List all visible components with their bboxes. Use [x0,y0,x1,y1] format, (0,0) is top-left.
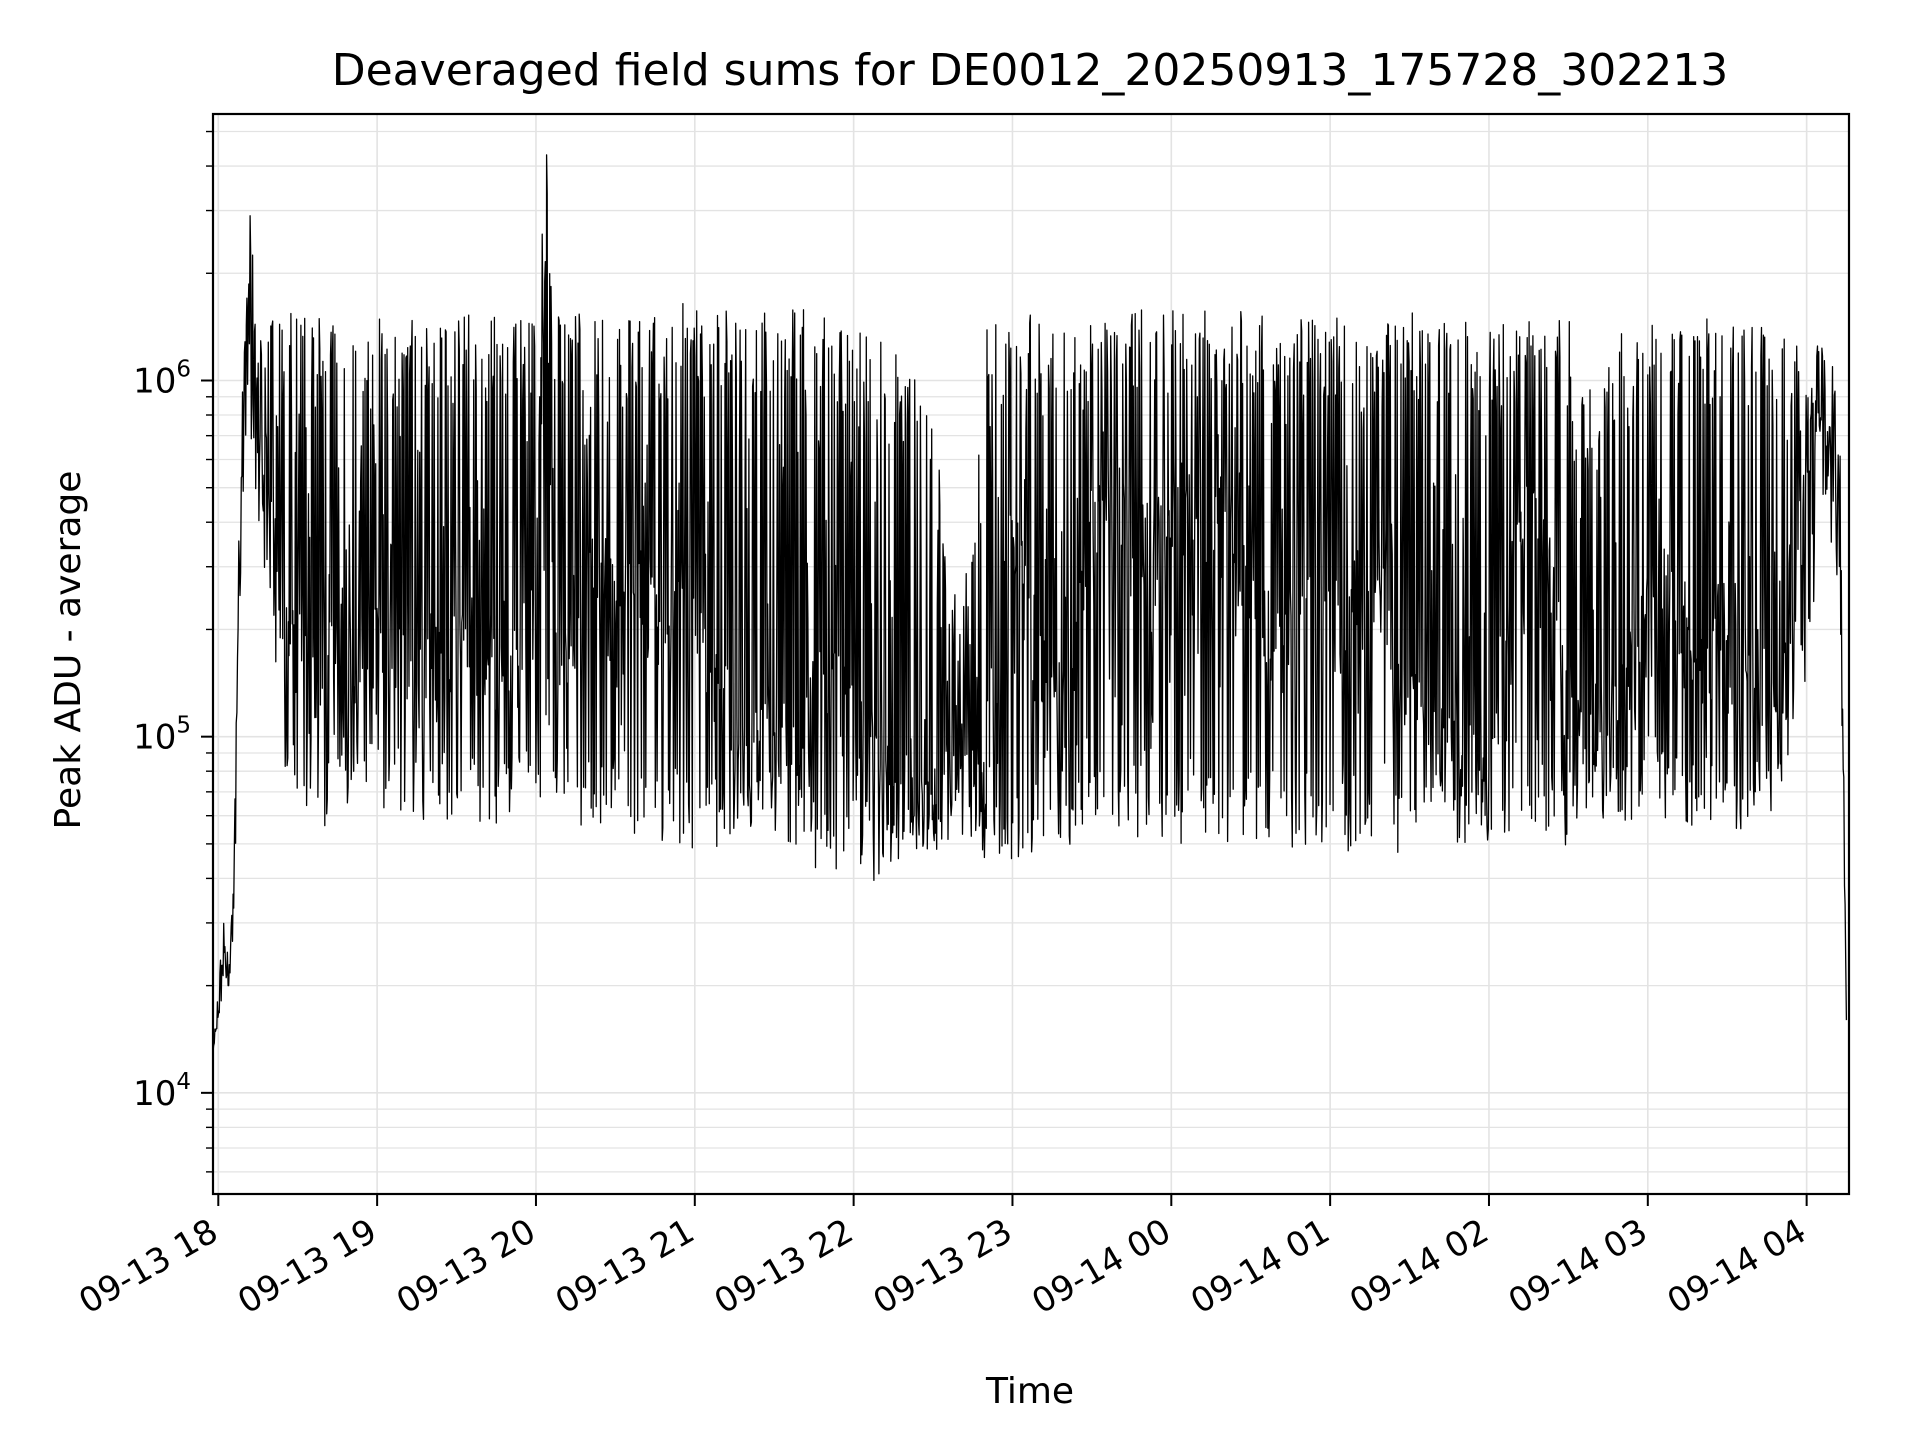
x-tick-label: 09-13 22 [708,1211,860,1322]
x-tick-label: 09-14 02 [1343,1211,1495,1322]
y-tick-label: 105 [133,713,191,758]
plot-frame [211,112,1851,1196]
y-tick-label: 106 [133,356,191,401]
x-tick-label: 09-13 18 [72,1211,224,1322]
x-tick-label: 09-14 00 [1025,1211,1177,1322]
y-axis-label: Peak ADU - average [48,471,89,830]
x-axis-ticks: 09-13 18 09-13 19 09-13 20 09-13 21 09-13 22… [72,1194,1813,1322]
x-tick-label: 09-14 04 [1661,1211,1813,1322]
x-tick-label: 09-13 19 [231,1211,383,1322]
x-tick-label: 09-13 23 [867,1211,1019,1322]
x-tick-label: 09-13 21 [549,1211,701,1322]
plot-border [211,112,1851,1196]
y-axis-ticks: 104 105 106 [133,130,213,1173]
x-tick-label: 09-13 20 [390,1211,542,1322]
series-line [212,154,1848,1053]
x-axis-label: Time [985,1371,1074,1412]
chart-title: Deaveraged field sums for DE0012_2025091… [332,45,1729,96]
x-tick-label: 09-14 01 [1184,1211,1336,1322]
x-tick-label: 09-14 03 [1502,1211,1654,1322]
series-trace [212,154,1848,1053]
y-tick-label: 104 [133,1069,191,1114]
